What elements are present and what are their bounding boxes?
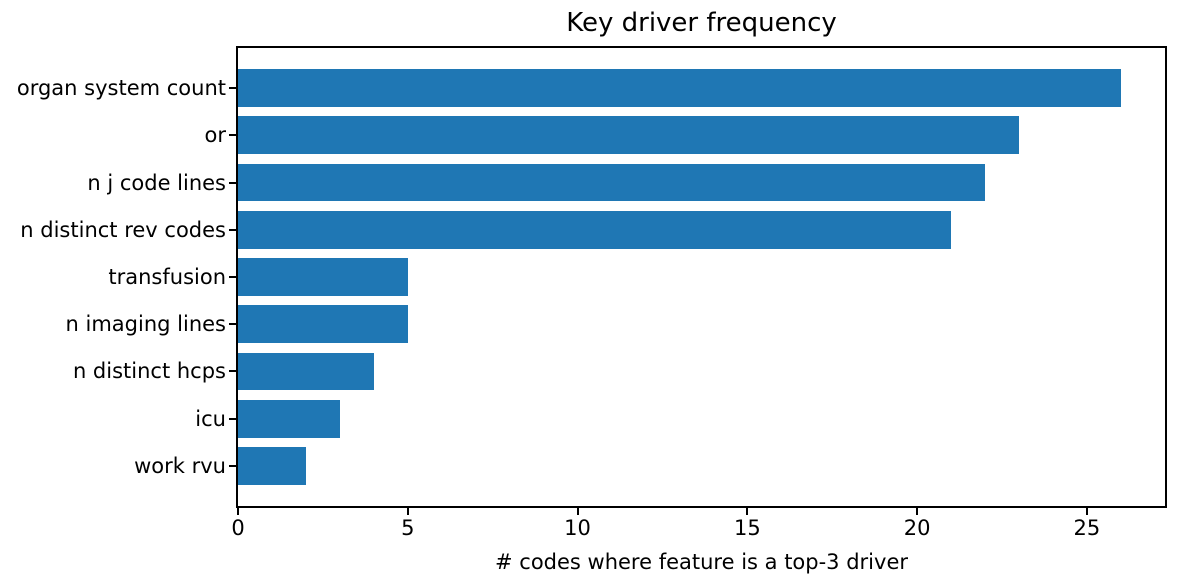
y-tick-label: organ system count: [16, 76, 226, 101]
x-tick-mark: [1085, 508, 1088, 515]
y-tick-label: n imaging lines: [65, 312, 226, 337]
bar: [238, 399, 340, 438]
x-tick-label: 5: [401, 516, 415, 540]
plot-area: [236, 46, 1167, 508]
y-tick-mark: [229, 370, 236, 373]
y-tick-mark: [229, 181, 236, 184]
x-axis-label: # codes where feature is a top-3 driver: [495, 550, 908, 574]
bar: [238, 69, 1121, 107]
y-tick-label: or: [204, 123, 226, 148]
y-tick-label: icu: [195, 406, 226, 431]
y-tick-mark: [229, 464, 236, 467]
x-tick-label: 15: [733, 516, 761, 540]
x-tick-mark: [746, 508, 749, 515]
y-tick-mark: [229, 134, 236, 137]
bar: [238, 446, 306, 485]
x-tick-mark: [237, 508, 239, 515]
y-tick-mark: [229, 323, 236, 326]
bar: [238, 258, 408, 296]
bar: [238, 163, 986, 202]
x-tick-mark: [406, 508, 409, 515]
x-tick-label: 20: [903, 516, 931, 540]
x-tick-label: 0: [231, 516, 245, 540]
y-tick-mark: [229, 417, 236, 420]
x-tick-mark: [916, 508, 919, 515]
y-tick-label: n j code lines: [87, 170, 226, 195]
x-tick-label: 10: [564, 516, 591, 540]
y-tick-label: work rvu: [134, 453, 226, 478]
y-tick-mark: [229, 228, 236, 231]
bar: [238, 352, 374, 391]
y-tick-label: n distinct rev codes: [20, 217, 226, 242]
bar: [238, 210, 952, 249]
y-tick-label: n distinct hcps: [72, 359, 226, 384]
bar: [238, 116, 1019, 155]
y-tick-mark: [229, 87, 236, 90]
y-tick-label: transfusion: [108, 265, 226, 289]
chart-title: Key driver frequency: [566, 8, 837, 38]
bar: [238, 305, 408, 344]
x-tick-label: 25: [1073, 516, 1101, 540]
x-tick-mark: [576, 508, 579, 515]
y-tick-mark: [229, 276, 236, 278]
